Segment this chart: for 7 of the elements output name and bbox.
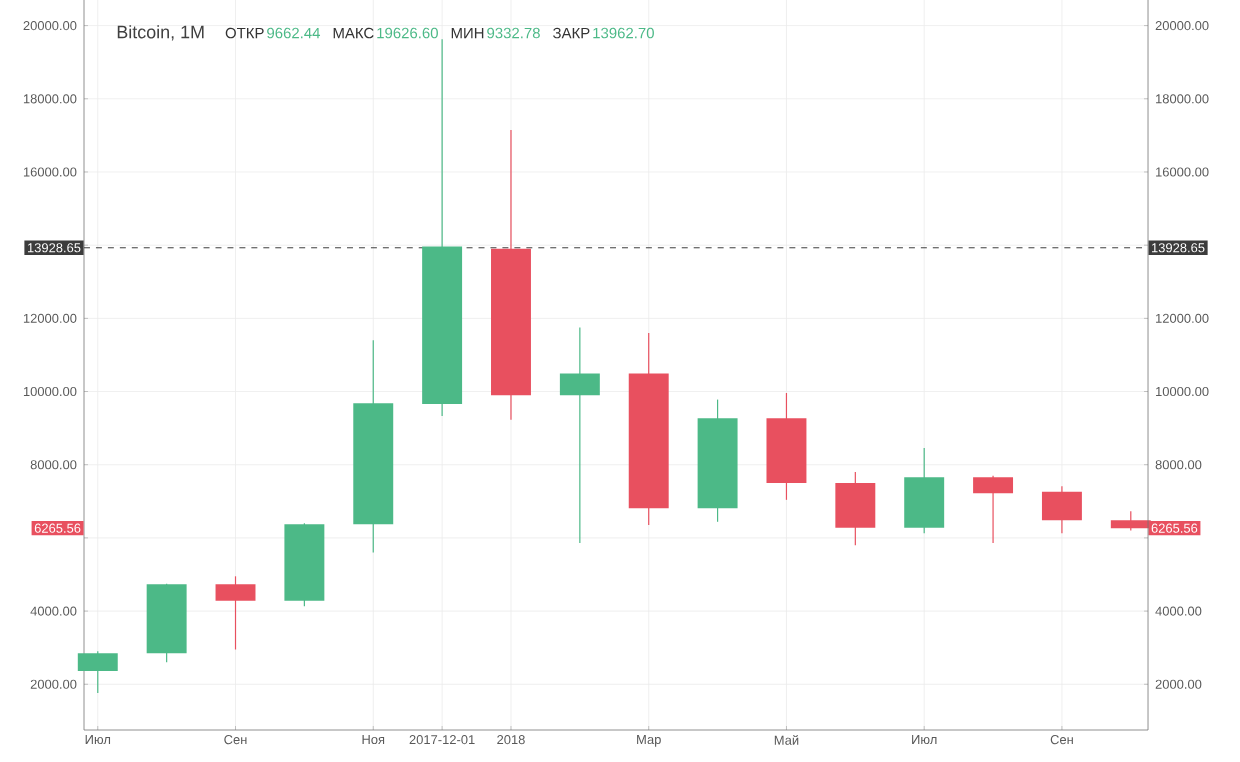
candlestick — [77, 650, 118, 694]
candlestick — [559, 326, 600, 544]
candlestick — [1041, 485, 1082, 534]
text: Bitcoin, 1M — [117, 25, 204, 41]
candlestick — [835, 471, 876, 546]
candlestick — [215, 575, 256, 651]
candlestick — [973, 475, 1014, 544]
